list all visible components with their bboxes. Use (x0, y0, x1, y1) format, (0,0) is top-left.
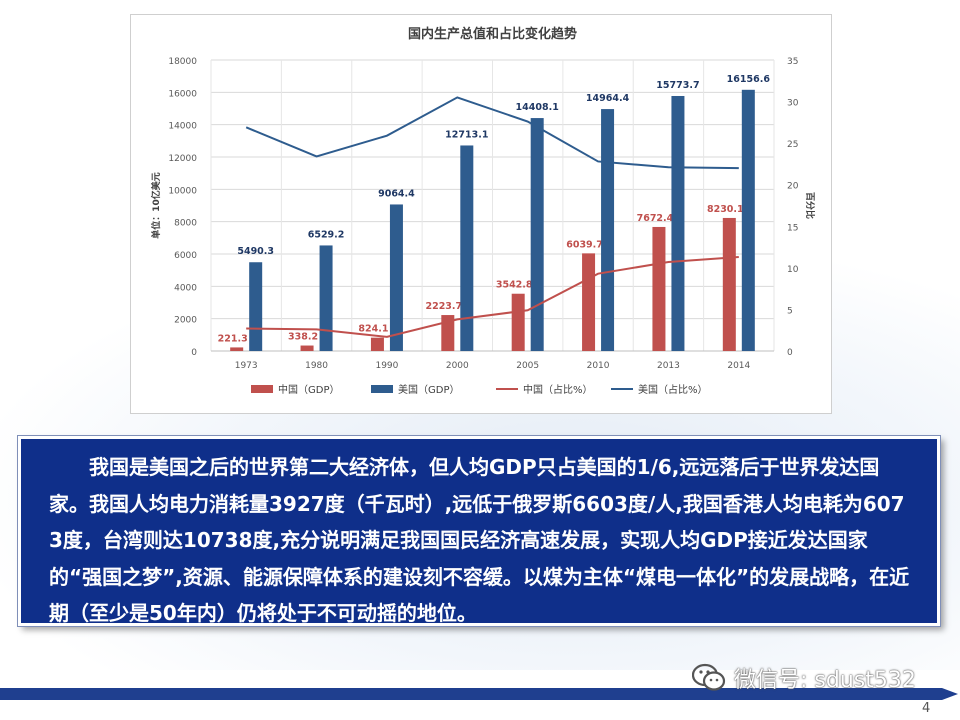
y-tick-label: 14000 (168, 122, 197, 132)
china-gdp-bar (441, 315, 455, 351)
y2-tick-label: 0 (787, 348, 793, 358)
china-gdp-label: 2223.7 (425, 301, 462, 312)
china-gdp-bar (582, 253, 596, 351)
y-tick-label: 2000 (174, 316, 197, 326)
x-tick-label: 1980 (305, 361, 328, 371)
usa-gdp-bar (601, 109, 615, 351)
china-gdp-bar (652, 226, 666, 351)
y-tick-label: 4000 (174, 283, 197, 293)
china-gdp-label: 6039.7 (566, 239, 603, 250)
body-text: 我国是美国之后的世界第二大经济体，但人均GDP只占美国的1/6,远远落后于世界发… (49, 455, 910, 625)
usa-gdp-label: 12713.1 (445, 129, 488, 140)
chart-panel: 国内生产总值和占比变化趋势 0 2000 4000 6000 8000 10000 12000… (130, 14, 832, 414)
body-text-box: 我国是美国之后的世界第二大经济体，但人均GDP只占美国的1/6,远远落后于世界发… (18, 436, 940, 626)
y2-tick-label: 10 (787, 265, 799, 275)
usa-gdp-label: 16156.6 (727, 74, 771, 85)
legend-label: 中国（GDP） (278, 383, 339, 396)
usa-gdp-label: 15773.7 (656, 80, 699, 91)
y2-tick-label: 35 (787, 57, 798, 67)
y-tick-label: 0 (191, 348, 197, 358)
x-tick-label: 1973 (235, 361, 258, 371)
usa-gdp-label: 9064.4 (378, 188, 415, 199)
china-gdp-bar (511, 293, 525, 351)
china-gdp-bar (722, 217, 736, 351)
china-gdp-label: 3542.8 (496, 280, 533, 291)
wechat-watermark: 微信号: sdust532 (692, 660, 916, 696)
usa-gdp-bar (671, 95, 685, 351)
y2-tick-label: 5 (787, 306, 793, 316)
y-tick-label: 12000 (168, 154, 197, 164)
y2-tick-label: 15 (787, 223, 798, 233)
y2-axis-label: 百分比 (804, 192, 816, 219)
china-gdp-bar (300, 345, 314, 351)
legend-swatch (371, 385, 393, 393)
china-gdp-label: 8230.1 (707, 204, 744, 215)
wechat-icon (692, 663, 726, 691)
y-tick-label: 10000 (168, 186, 197, 196)
china-gdp-label: 824.1 (358, 324, 388, 335)
usa-share-line (245, 96, 739, 170)
x-tick-label: 2010 (587, 361, 610, 371)
legend-label: 美国（GDP） (398, 383, 459, 396)
x-tick-label: 2013 (657, 361, 680, 371)
y-tick-label: 6000 (174, 251, 197, 261)
usa-gdp-bar (460, 145, 474, 351)
usa-gdp-bar (249, 262, 263, 351)
x-tick-label: 1990 (375, 361, 398, 371)
y-tick-label: 18000 (168, 57, 197, 67)
china-gdp-label: 7672.4 (637, 213, 674, 224)
usa-gdp-label: 14964.4 (586, 93, 630, 104)
footer-arrow (0, 688, 958, 700)
china-gdp-bar (370, 337, 384, 351)
y-tick-label: 16000 (168, 89, 197, 99)
x-tick-label: 2000 (446, 361, 469, 371)
x-tick-label: 2014 (727, 361, 750, 371)
usa-gdp-label: 5490.3 (237, 246, 274, 257)
chart-title: 国内生产总值和占比变化趋势 (408, 26, 577, 42)
y2-tick-label: 20 (787, 182, 799, 192)
y2-tick-label: 30 (787, 99, 799, 109)
usa-gdp-bar (530, 118, 544, 351)
y2-tick-label: 25 (787, 140, 798, 150)
y-tick-label: 8000 (174, 219, 197, 229)
usa-gdp-bar (389, 204, 403, 351)
usa-gdp-bar (319, 245, 333, 351)
watermark-text: 微信号: sdust532 (734, 668, 916, 693)
y-axis-label: 单位：10亿美元 (150, 172, 162, 239)
usa-gdp-label: 6529.2 (308, 229, 345, 240)
legend-label: 中国（占比%） (523, 383, 593, 396)
x-tick-label: 2005 (516, 361, 539, 371)
gdp-chart: 国内生产总值和占比变化趋势 0 2000 4000 6000 8000 10000 12000… (150, 26, 816, 396)
china-share-line (246, 256, 739, 338)
china-gdp-label: 221.3 (218, 333, 248, 344)
usa-gdp-bar (741, 89, 755, 351)
legend-swatch (251, 385, 273, 393)
china-gdp-label: 338.2 (288, 332, 318, 343)
usa-gdp-label: 14408.1 (516, 102, 559, 113)
china-gdp-bar (230, 347, 244, 351)
page-number: 4 (922, 701, 931, 716)
legend-label: 美国（占比%） (638, 383, 708, 396)
